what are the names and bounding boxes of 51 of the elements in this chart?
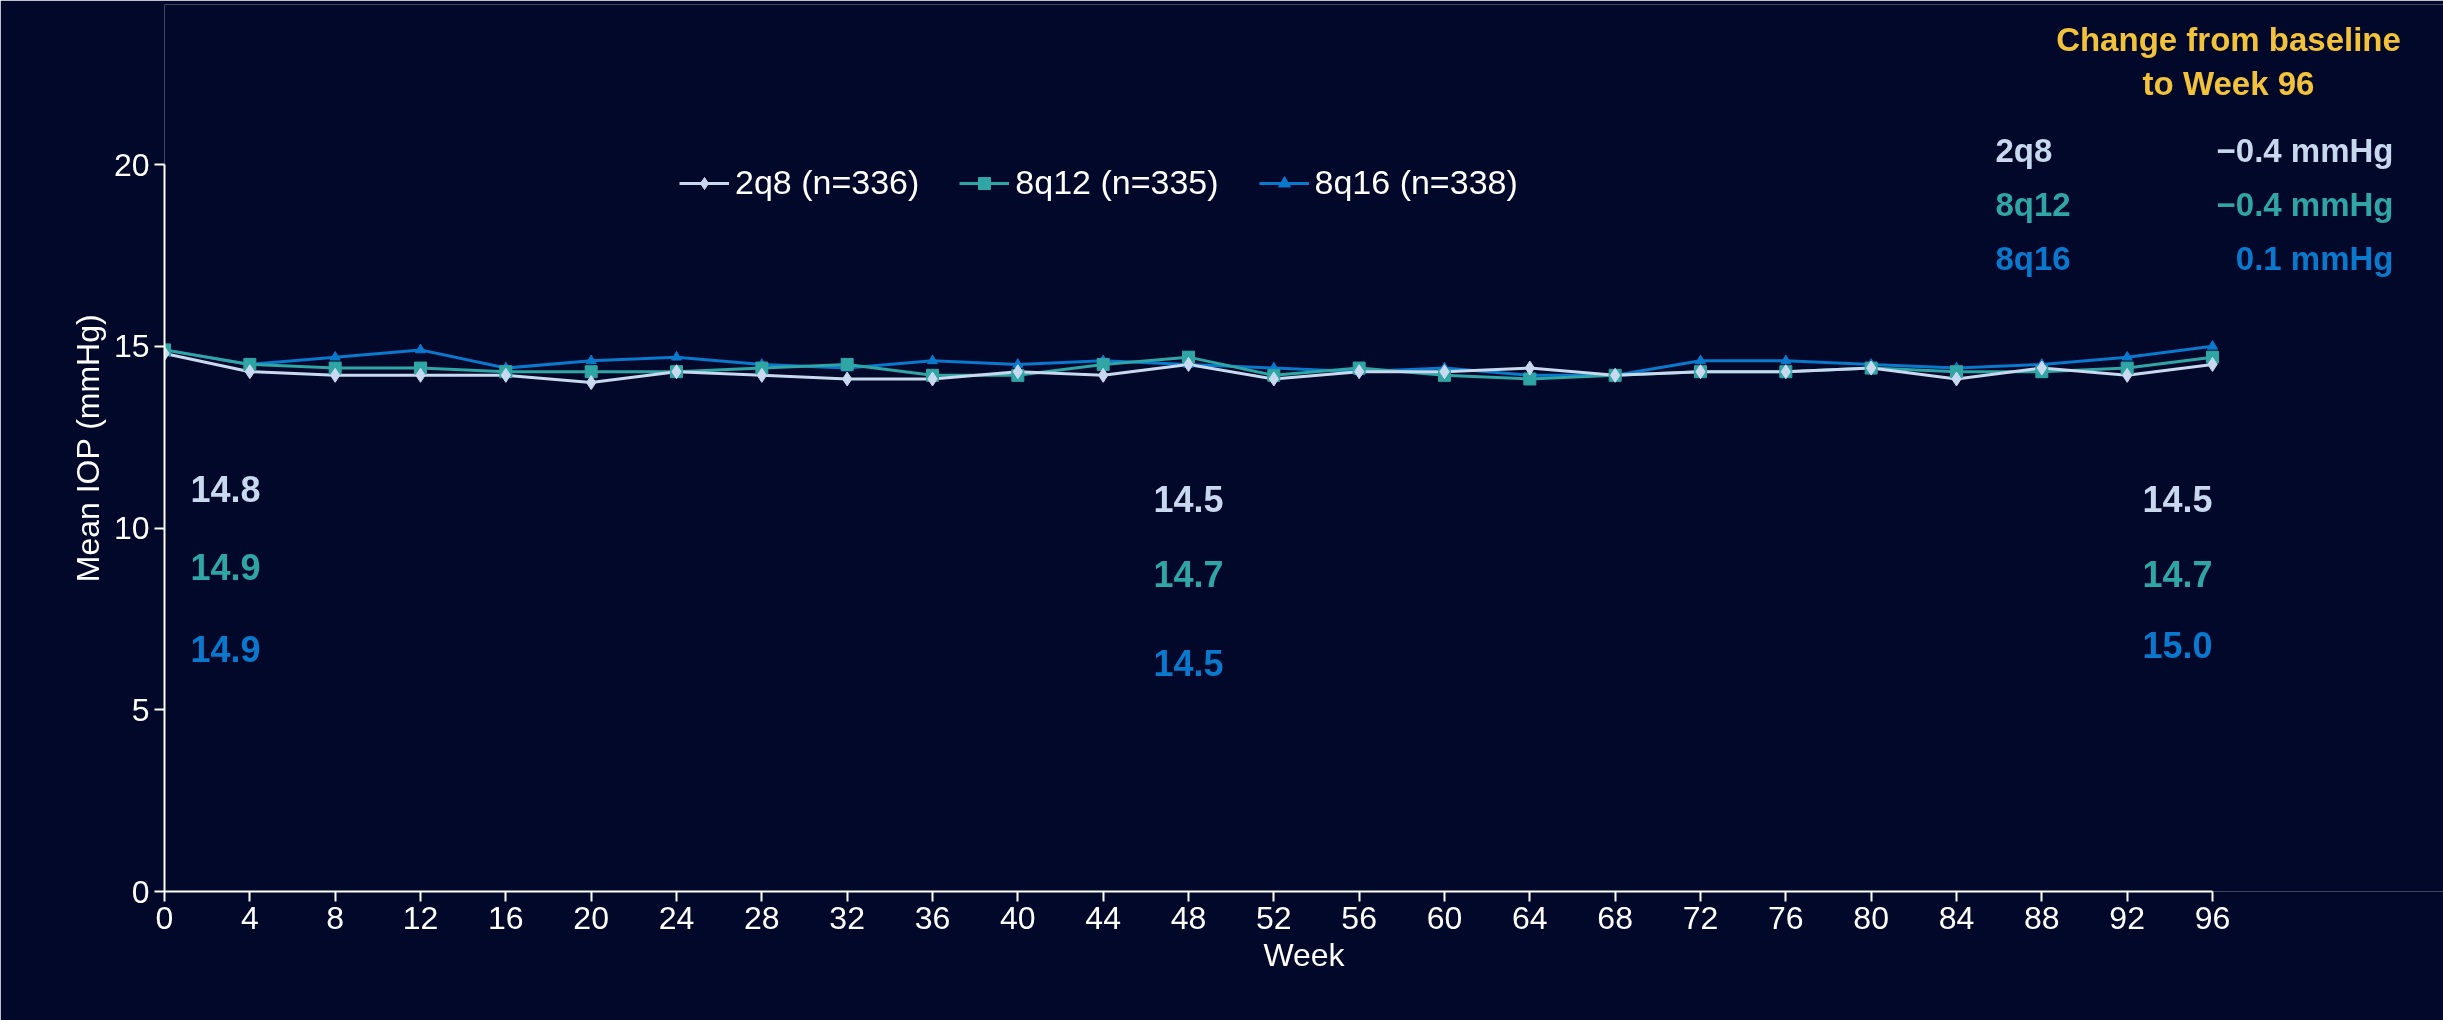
x-tick-label: 52 <box>1256 899 1292 936</box>
y-tick-label: 5 <box>131 691 150 728</box>
x-tick-label: 36 <box>914 899 951 936</box>
annotation: 14.9 <box>190 628 261 670</box>
annotation: 15.0 <box>2142 625 2213 667</box>
text: −0.4 mmHg <box>2216 132 2394 169</box>
x-tick-label: 84 <box>1938 899 1975 936</box>
annotation: 8q16 <box>1995 240 2071 277</box>
x-tick-label: 28 <box>744 899 780 936</box>
annotation: 8q12 <box>1995 186 2071 223</box>
x-tick-label: 24 <box>658 899 695 936</box>
x-tick-label: 96 <box>2194 899 2231 936</box>
x-tick-label: 72 <box>1682 899 1719 936</box>
x-tick-label: 48 <box>1170 899 1207 936</box>
x-tick-label: 68 <box>1597 899 1633 936</box>
annotation: 14.5 <box>2142 479 2213 521</box>
y-tick-label: 0 <box>131 873 150 910</box>
legend-label: 8q16 (n=338) <box>1314 163 1518 202</box>
x-tick-label: 92 <box>2109 899 2145 936</box>
x-tick-label: 44 <box>1085 899 1121 936</box>
text: 0.1 mmHg <box>2235 240 2394 277</box>
legend-label: 2q8 (n=336) <box>735 163 920 202</box>
x-tick-label: 12 <box>402 899 439 936</box>
x-tick-label: 0 <box>155 899 174 936</box>
x-tick-label: 64 <box>1512 899 1548 936</box>
x-tick-label: 4 <box>240 899 259 936</box>
legend-label: 8q12 (n=335) <box>1015 163 1219 202</box>
x-tick-label: 56 <box>1341 899 1377 936</box>
annotation: 14.9 <box>190 546 261 588</box>
text: Change from baseline to Week 96 <box>2056 20 2401 102</box>
annotation: 14.5 <box>1153 479 1224 521</box>
y-tick-label: 15 <box>113 328 150 365</box>
y-tick-label: 10 <box>113 510 150 546</box>
x-axis-title: Week <box>1263 936 1346 973</box>
annotation: 14.7 <box>2142 554 2213 596</box>
x-tick-label: 8 <box>326 899 345 936</box>
x-tick-label: 88 <box>2024 899 2060 936</box>
x-tick-label: 76 <box>1768 899 1804 936</box>
y-tick-label: 20 <box>113 146 150 183</box>
x-tick-label: 60 <box>1426 899 1463 936</box>
annotation: 14.8 <box>190 468 261 510</box>
x-tick-label: 32 <box>829 899 865 936</box>
annotation: 14.7 <box>1153 554 1224 596</box>
y-axis-title: Mean IOP (mmHg) <box>69 314 106 583</box>
annotation: 14.5 <box>1153 643 1224 685</box>
x-tick-label: 80 <box>1853 899 1889 936</box>
text: −0.4 mmHg <box>2216 186 2394 223</box>
x-tick-label: 16 <box>488 899 524 936</box>
x-tick-label: 40 <box>1000 899 1036 936</box>
x-tick-label: 20 <box>573 899 609 936</box>
annotation: 2q8 <box>1995 132 2053 169</box>
